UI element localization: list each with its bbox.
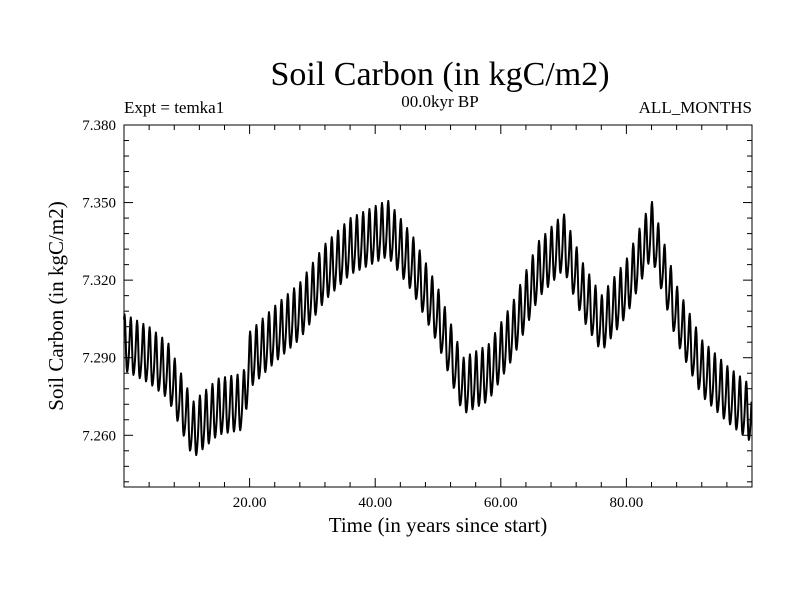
period-label: 00.0kyr BP — [401, 92, 478, 111]
months-label: ALL_MONTHS — [639, 98, 752, 117]
chart-title: Soil Carbon (in kgC/m2) — [270, 56, 609, 93]
x-axis-label: Time (in years since start) — [329, 513, 548, 537]
y-tick-label: 7.350 — [82, 196, 116, 212]
y-tick-label: 7.380 — [82, 118, 116, 134]
x-tick-label: 60.00 — [484, 495, 518, 511]
y-tick-labels: 7.260 7.290 7.320 7.350 7.380 — [82, 118, 116, 444]
axis-ticks — [124, 125, 752, 487]
x-tick-label: 20.00 — [233, 495, 267, 511]
y-axis-label: Soil Carbon (in kgC/m2) — [44, 201, 68, 410]
soil-carbon-series-line — [123, 199, 753, 457]
plot-frame — [123, 124, 753, 488]
experiment-label: Expt = temka1 — [124, 98, 224, 117]
y-tick-label: 7.290 — [82, 351, 116, 367]
x-tick-label: 80.00 — [610, 495, 644, 511]
y-tick-label: 7.320 — [82, 273, 116, 289]
x-tick-labels: 20.00 40.00 60.00 80.00 — [233, 495, 644, 511]
x-tick-label: 40.00 — [358, 495, 392, 511]
y-tick-label: 7.260 — [82, 428, 116, 444]
